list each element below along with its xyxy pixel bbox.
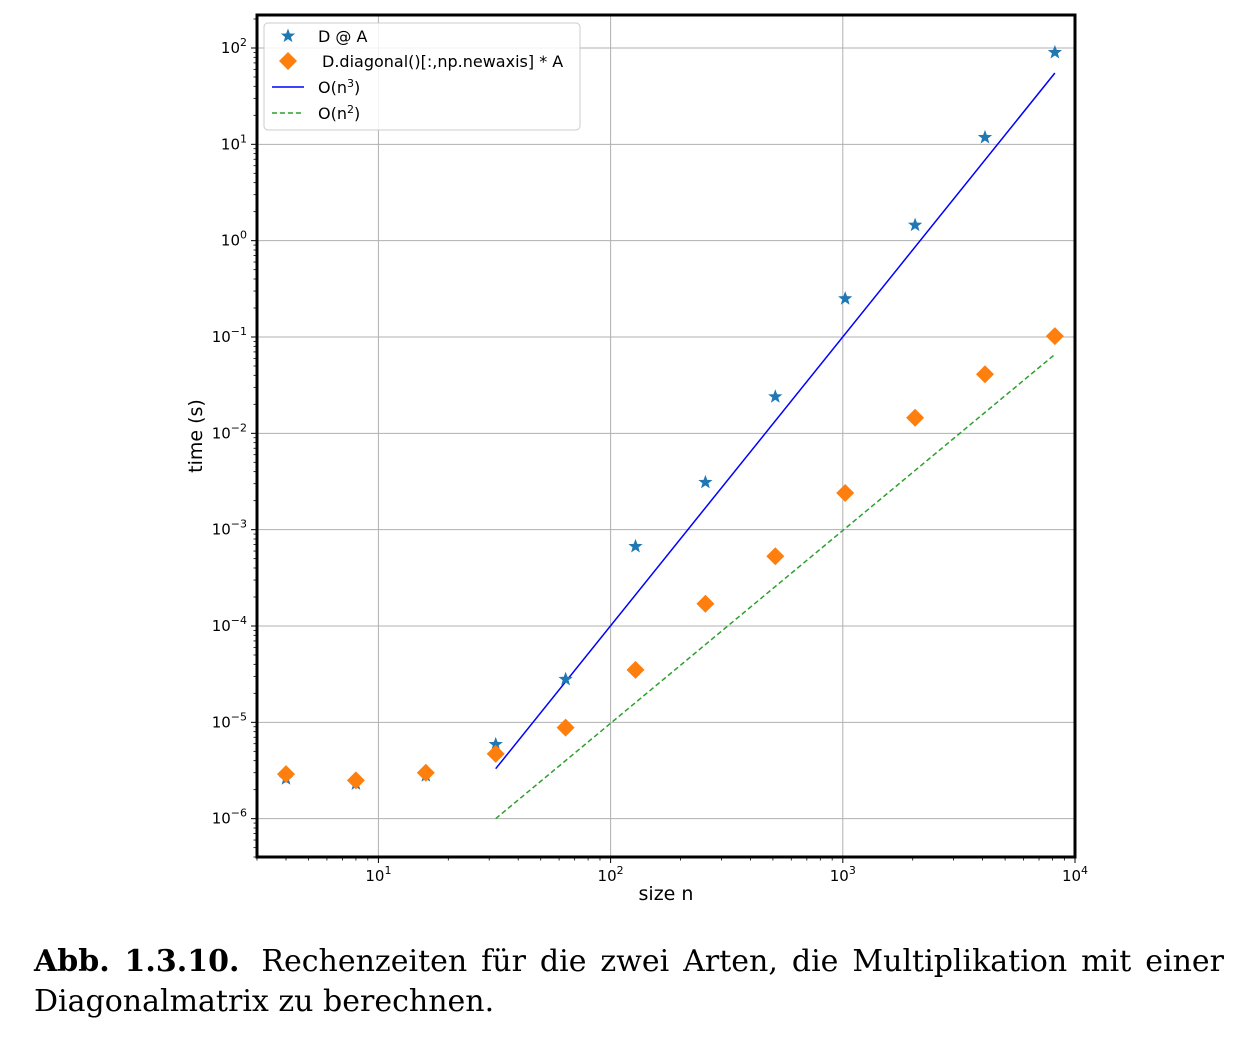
d-at-a-point (838, 291, 853, 305)
diagonal-broadcast-point (906, 408, 925, 427)
d-at-a-point (628, 538, 643, 553)
figure-caption: Abb. 1.3.10. Rechenzeiten für die zwei A… (34, 942, 1224, 1022)
d-at-a-point (977, 129, 993, 144)
diagonal-broadcast-point (486, 744, 505, 763)
y-tick-label: 10−6 (212, 807, 247, 828)
o-n3-reference-line (495, 72, 1056, 770)
caption-label: Abb. 1.3.10. (34, 944, 240, 979)
x-tick-label: 102 (598, 864, 624, 885)
legend-entry-label: D.diagonal()[:,np.newaxis] * A (322, 52, 563, 71)
x-tick-label: 104 (1062, 864, 1088, 885)
y-tick-label: 102 (221, 36, 247, 57)
legend-diamond-marker (279, 52, 297, 70)
legend-entry-label: D @ A (318, 27, 367, 46)
y-tick-label: 10−3 (212, 518, 247, 539)
y-tick-label: 10−4 (212, 614, 247, 635)
x-axis-label: size n (639, 883, 694, 905)
caption-text: Rechenzeiten für die zwei Arten, die Mul… (34, 944, 1224, 1019)
diagonal-broadcast-point (696, 594, 715, 613)
o-n2-reference-line (495, 353, 1056, 820)
plot-frame (255, 13, 1077, 859)
diagonal-broadcast-point (416, 763, 435, 782)
legend-star-marker (280, 28, 296, 43)
y-axis-label: time (s) (185, 399, 207, 473)
y-tick-label: 100 (221, 229, 247, 250)
d-at-a-point (1047, 44, 1063, 59)
y-tick-label: 10−2 (212, 421, 247, 442)
d-at-a-point (907, 217, 923, 232)
diagonal-broadcast-point (626, 660, 645, 679)
diagonal-broadcast-point (346, 771, 365, 790)
y-tick-label: 10−1 (212, 325, 247, 346)
diagonal-broadcast-point (1045, 327, 1064, 346)
legend: D @ A D.diagonal()[:,np.newaxis] * A O(n3)… (263, 22, 581, 131)
legend-entry-label: O(n2) (318, 103, 360, 123)
d-at-a-point (698, 474, 713, 489)
x-tick-label: 101 (365, 864, 391, 885)
grid-lines (257, 15, 1076, 857)
data-layer (277, 44, 1064, 820)
y-tick-label: 101 (221, 132, 247, 153)
diagonal-broadcast-point (277, 765, 296, 784)
diagonal-broadcast-point (556, 718, 575, 737)
d-at-a-point (488, 736, 503, 751)
d-at-a-point (558, 671, 573, 686)
legend-entry-label: O(n3) (318, 77, 360, 97)
legend-box (263, 22, 581, 131)
axis-ticks: 101 102 103 104 10−6 10−5 10−4 10−3 10−2 10−1 100 1… (212, 18, 1088, 885)
x-tick-label: 103 (830, 864, 856, 885)
diagonal-broadcast-point (766, 547, 785, 566)
d-at-a-point (768, 389, 783, 403)
log-log-timing-chart: 101 102 103 104 10−6 10−5 10−4 10−3 10−2 10−1 100 1… (185, 13, 1088, 905)
diagonal-broadcast-point (975, 365, 994, 384)
diagonal-broadcast-point (836, 484, 855, 503)
y-tick-label: 10−5 (212, 710, 247, 731)
